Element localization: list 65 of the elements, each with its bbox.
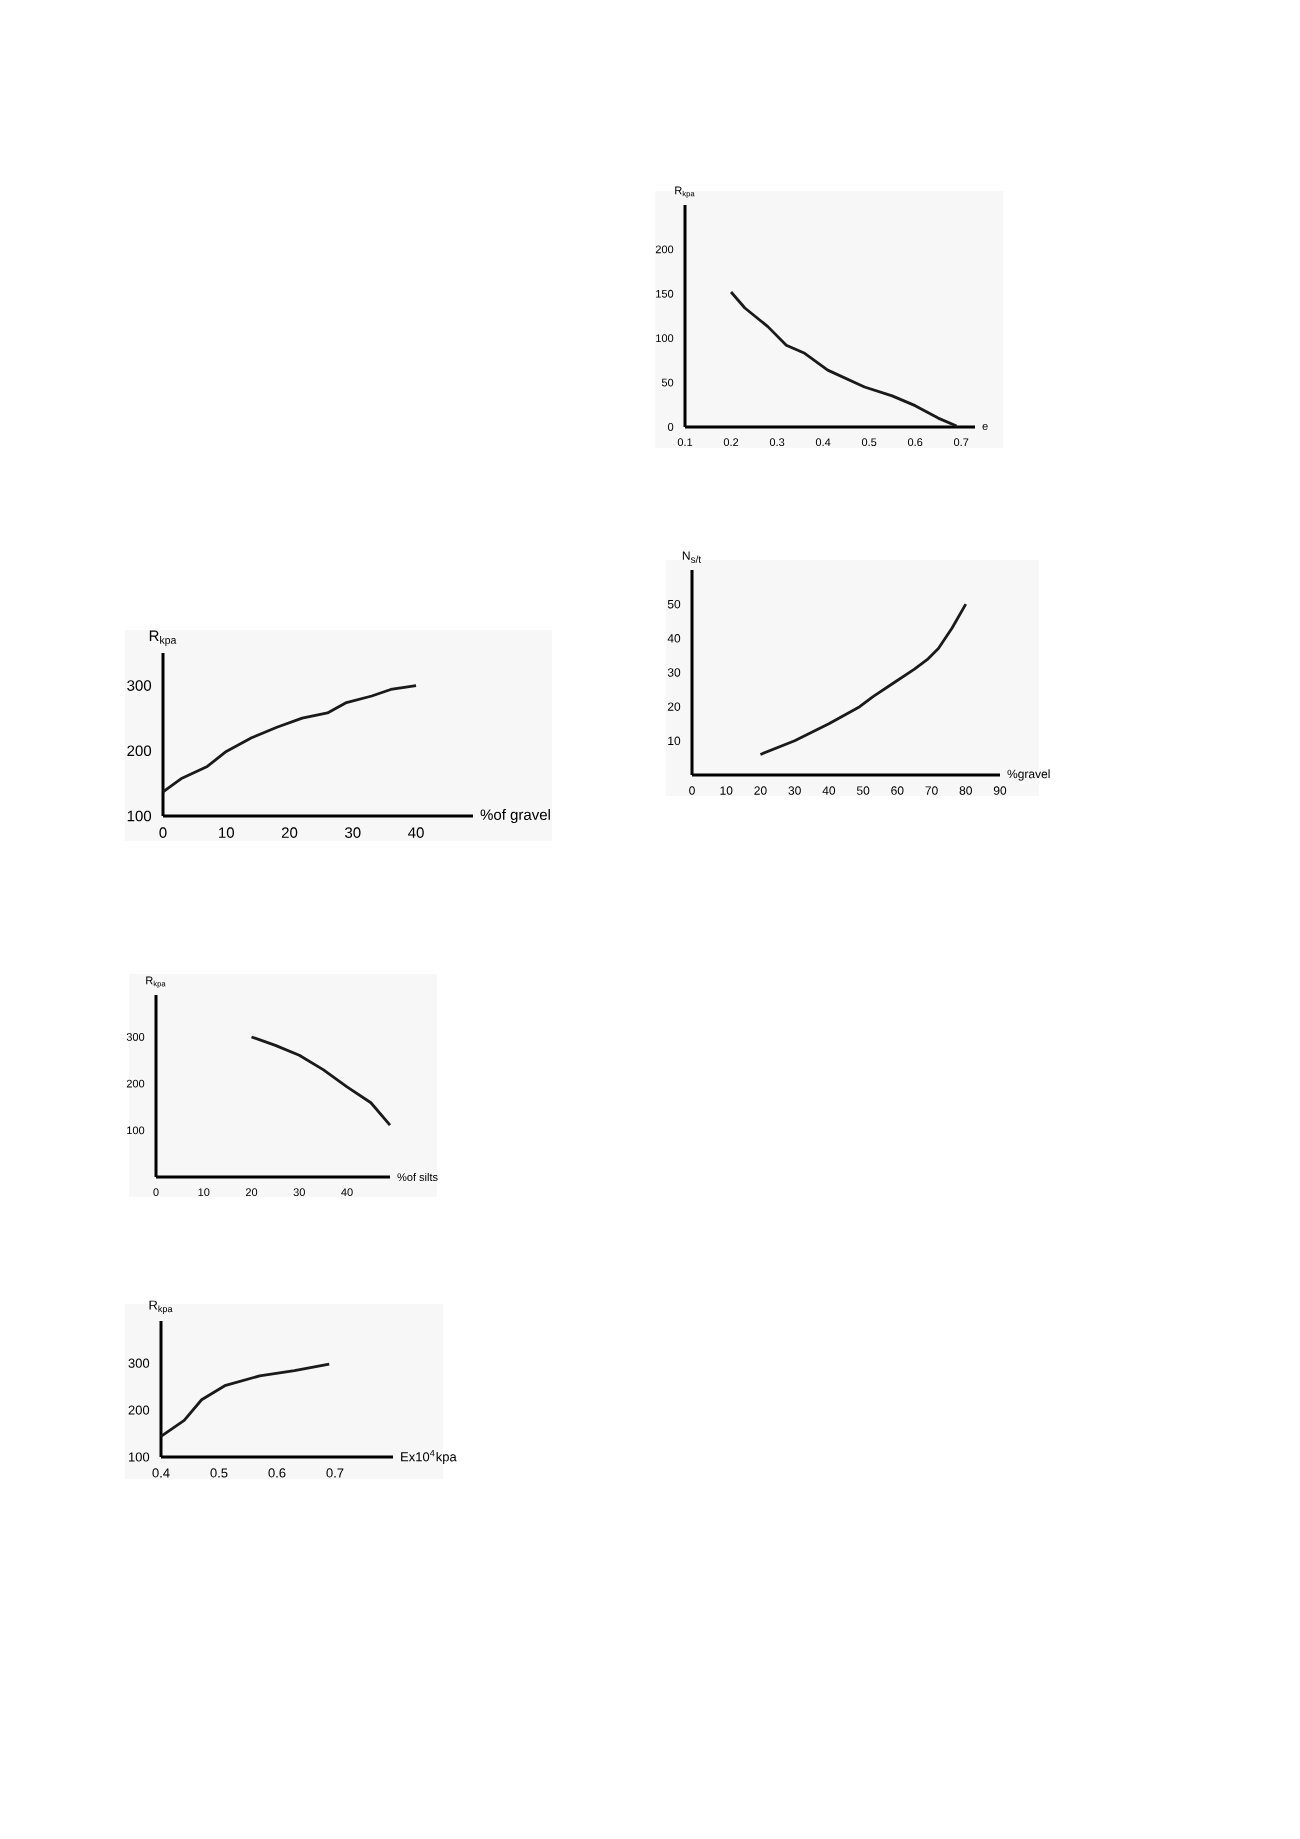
y-tick-label: 150 <box>656 289 674 298</box>
x-tick-label: 0.6 <box>907 438 923 447</box>
line-series <box>161 684 418 794</box>
y-tick-label: 40 <box>667 634 681 643</box>
y-axis-title: R$_{kpa}$ <box>675 186 695 198</box>
x-tick-label: 0.2 <box>723 438 739 447</box>
x-tick-label: 20 <box>245 1188 258 1197</box>
x-tick-label: 10 <box>720 786 733 795</box>
x-axis-title: %of gravel <box>480 809 550 823</box>
y-axis-title: N$_{s/t}$ <box>682 551 702 563</box>
y-tick-label: 200 <box>126 1079 145 1088</box>
x-tick-label: 0.5 <box>861 438 877 447</box>
y-axis-title: R$_{kpa}$ <box>149 1300 173 1314</box>
x-axis-title: e <box>982 423 988 430</box>
line-series <box>759 602 968 756</box>
y-tick-label: 30 <box>667 668 681 677</box>
line-series <box>159 1362 331 1438</box>
y-tick-label: 200 <box>655 245 674 254</box>
y-tick-label: 100 <box>127 810 152 822</box>
x-tick-label: 30 <box>345 827 361 838</box>
y-tick-label: 200 <box>127 745 152 757</box>
x-tick-label: 30 <box>788 786 801 795</box>
x-tick-label: 20 <box>281 827 298 838</box>
x-tick-label: 0.5 <box>210 1468 228 1478</box>
x-tick-label: 40 <box>822 786 836 795</box>
y-tick-label: 300 <box>126 1033 145 1041</box>
y-axis-title: R$_{kpa}$ <box>146 976 166 988</box>
x-tick-label: 80 <box>959 786 972 795</box>
y-tick-label: 300 <box>127 680 152 691</box>
y-tick-label: 50 <box>667 599 681 609</box>
x-tick-label: 40 <box>408 827 424 838</box>
x-tick-label: 0.7 <box>953 438 969 447</box>
y-tick-label: 300 <box>128 1358 150 1368</box>
x-tick-label: 50 <box>856 786 870 795</box>
x-tick-label: 20 <box>754 786 767 795</box>
y-tick-label: 0 <box>668 423 674 431</box>
x-tick-label: 0.1 <box>677 438 693 447</box>
y-tick-label: 20 <box>667 702 681 711</box>
x-axis-title: %gravel <box>1007 769 1050 781</box>
y-tick-label: 50 <box>661 378 674 387</box>
y-tick-label: 200 <box>128 1405 150 1415</box>
x-tick-label: 0.6 <box>268 1468 286 1478</box>
x-tick-label: 0 <box>689 786 695 795</box>
x-tick-label: 0.7 <box>326 1468 344 1478</box>
x-tick-label: 40 <box>341 1188 353 1197</box>
y-axis-title: R$_{kpa}$ <box>149 630 177 646</box>
x-tick-label: 30 <box>293 1188 305 1197</box>
x-axis-title: Ex10$^{4}$kpa <box>401 1449 457 1464</box>
x-tick-label: 90 <box>993 786 1007 795</box>
x-tick-label: 60 <box>891 786 904 795</box>
x-tick-label: 10 <box>219 827 235 838</box>
x-tick-label: 0.4 <box>152 1468 170 1478</box>
x-tick-label: 70 <box>925 786 938 795</box>
line-series <box>250 1035 392 1127</box>
y-tick-label: 10 <box>668 736 681 746</box>
x-tick-label: 10 <box>198 1188 210 1197</box>
y-tick-label: 100 <box>127 1126 145 1135</box>
x-tick-label: 0.4 <box>815 438 831 447</box>
y-tick-label: 100 <box>656 334 674 343</box>
x-axis-title: %of silts <box>397 1172 438 1182</box>
x-tick-label: 0 <box>153 1188 159 1197</box>
line-series <box>729 290 958 428</box>
y-tick-label: 100 <box>128 1452 150 1462</box>
x-tick-label: 0 <box>159 827 167 838</box>
x-tick-label: 0.3 <box>769 438 785 447</box>
